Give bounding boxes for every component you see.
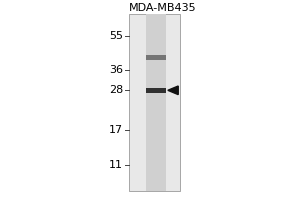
Bar	[146, 55, 166, 60]
Bar	[146, 88, 166, 93]
Text: 17: 17	[109, 125, 123, 135]
Text: 28: 28	[109, 85, 123, 95]
Text: 55: 55	[109, 31, 123, 41]
Text: MDA-MB435: MDA-MB435	[129, 3, 197, 13]
Text: 36: 36	[109, 65, 123, 75]
Bar	[146, 14, 166, 191]
Bar	[129, 14, 180, 191]
Text: 11: 11	[109, 160, 123, 170]
Polygon shape	[168, 86, 178, 95]
